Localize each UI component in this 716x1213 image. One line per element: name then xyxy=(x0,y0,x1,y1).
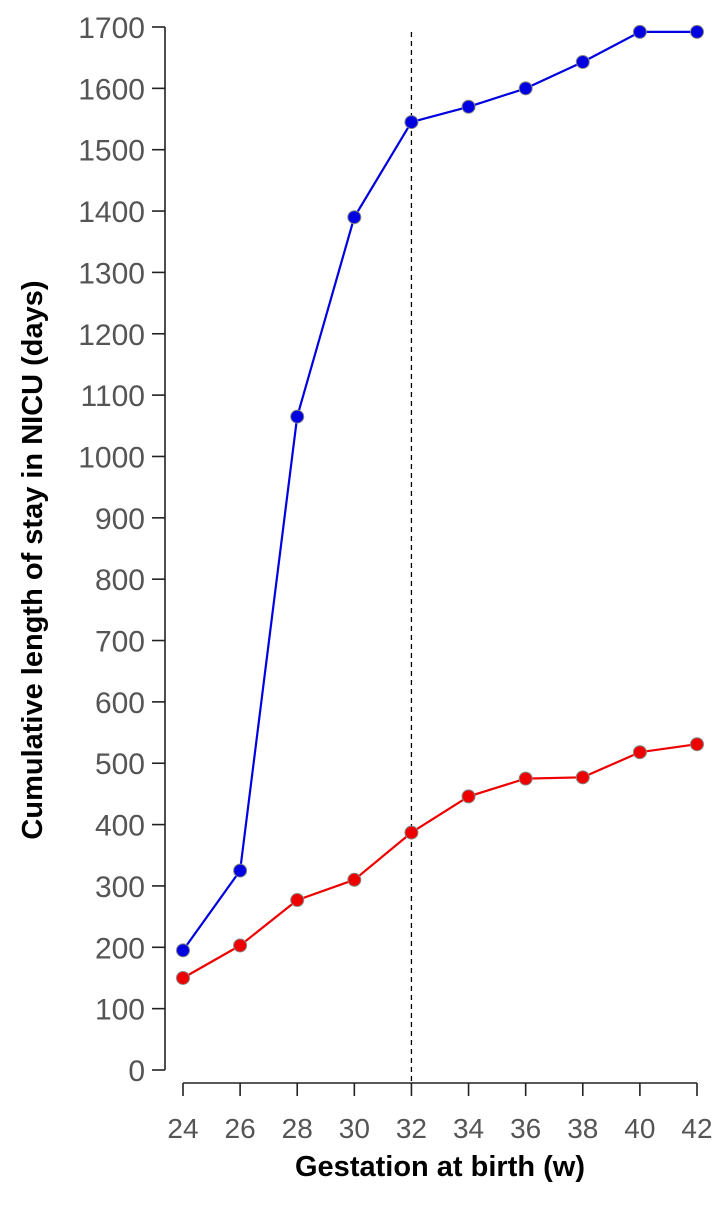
y-tick-label: 600 xyxy=(95,687,145,720)
x-tick-label: 36 xyxy=(510,1113,541,1144)
y-tick-label: 800 xyxy=(95,564,145,597)
data-point xyxy=(404,825,419,840)
series-group xyxy=(176,24,704,985)
x-tick-label: 38 xyxy=(567,1113,598,1144)
data-point xyxy=(632,24,647,39)
y-tick-label: 1300 xyxy=(78,257,145,290)
data-point xyxy=(518,771,533,786)
x-tick-label: 32 xyxy=(396,1113,427,1144)
y-tick-label: 100 xyxy=(95,994,145,1027)
data-point xyxy=(404,115,419,130)
data-point xyxy=(233,863,248,878)
data-point xyxy=(632,745,647,760)
x-tick-label: 30 xyxy=(339,1113,370,1144)
data-point xyxy=(575,770,590,785)
y-tick-label: 1700 xyxy=(78,12,145,45)
data-point xyxy=(518,81,533,96)
y-tick-label: 200 xyxy=(95,932,145,965)
y-axis-title: Cumulative length of stay in NICU (days) xyxy=(17,280,49,839)
data-point xyxy=(690,24,704,39)
x-tick-label: 40 xyxy=(624,1113,655,1144)
data-point xyxy=(347,872,362,887)
y-tick-label: 500 xyxy=(95,748,145,781)
x-tick-label: 28 xyxy=(282,1113,313,1144)
y-tick-label: 1200 xyxy=(78,319,145,352)
data-point xyxy=(347,210,362,225)
x-axis: 24 26 28 30 32 34 36 38 40 42 xyxy=(167,1082,713,1144)
data-point xyxy=(290,409,305,424)
x-axis-title: Gestation at birth (w) xyxy=(295,1151,585,1183)
y-tick-label: 1000 xyxy=(78,441,145,474)
data-point xyxy=(176,970,190,985)
y-axis: 0 100 200 300 400 500 600 700 800 900 1000 1100 1200… xyxy=(78,12,166,1088)
y-tick-label: 0 xyxy=(128,1055,145,1088)
x-tick-label: 24 xyxy=(167,1113,198,1144)
y-tick-label: 300 xyxy=(95,871,145,904)
data-point xyxy=(290,893,305,908)
x-tick-label: 34 xyxy=(453,1113,484,1144)
data-point xyxy=(233,938,248,953)
data-point xyxy=(461,789,476,804)
data-point xyxy=(690,737,704,752)
data-point xyxy=(575,54,590,69)
y-tick-label: 1100 xyxy=(80,380,145,413)
y-tick-label: 700 xyxy=(95,626,145,659)
series-line xyxy=(182,743,698,979)
y-tick-label: 400 xyxy=(95,810,145,843)
y-tick-label: 1400 xyxy=(78,196,145,229)
data-point xyxy=(176,943,190,958)
data-point xyxy=(461,99,476,114)
x-tick-label: 26 xyxy=(225,1113,256,1144)
y-tick-label: 900 xyxy=(95,503,145,536)
y-tick-label: 1500 xyxy=(78,135,145,168)
y-tick-label: 1600 xyxy=(78,73,145,106)
x-tick-label: 42 xyxy=(681,1113,712,1144)
series-line xyxy=(182,30,697,952)
